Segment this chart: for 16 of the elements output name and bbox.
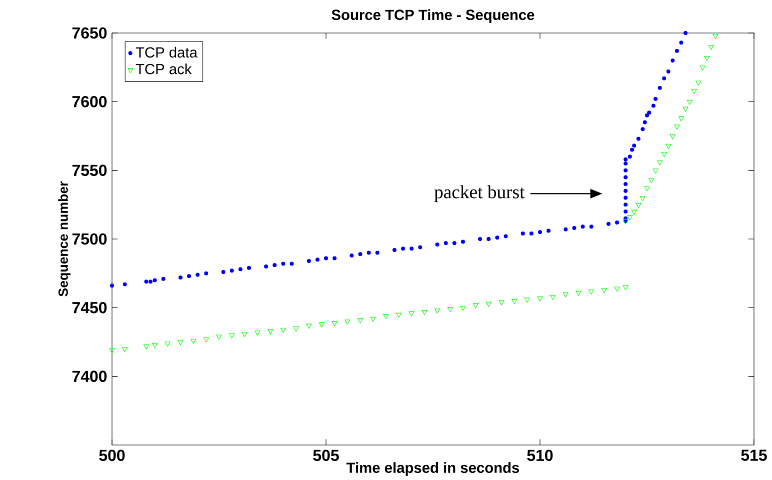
y-tick-label: 7400 bbox=[72, 370, 107, 382]
x-tick-label: 505 bbox=[313, 450, 339, 461]
x-tick-label: 515 bbox=[741, 450, 767, 461]
y-tick-label: 7450 bbox=[72, 302, 107, 314]
legend-label: TCP data bbox=[136, 46, 198, 58]
y-tick-label: 7650 bbox=[72, 27, 107, 39]
legend-label: TCP ack bbox=[136, 63, 192, 74]
y-axis-title: Sequence number bbox=[58, 181, 71, 296]
y-tick-label: 7500 bbox=[72, 233, 107, 245]
annotation: packet burst bbox=[434, 185, 525, 202]
y-tick-label: 7550 bbox=[72, 164, 107, 176]
x-axis-title: Time elapsed in seconds bbox=[346, 462, 520, 476]
chart-title: Source TCP Time - Sequence bbox=[332, 9, 534, 23]
x-tick-label: 500 bbox=[99, 450, 125, 461]
x-tick-label: 510 bbox=[527, 450, 553, 461]
y-tick-label: 7600 bbox=[72, 96, 107, 108]
